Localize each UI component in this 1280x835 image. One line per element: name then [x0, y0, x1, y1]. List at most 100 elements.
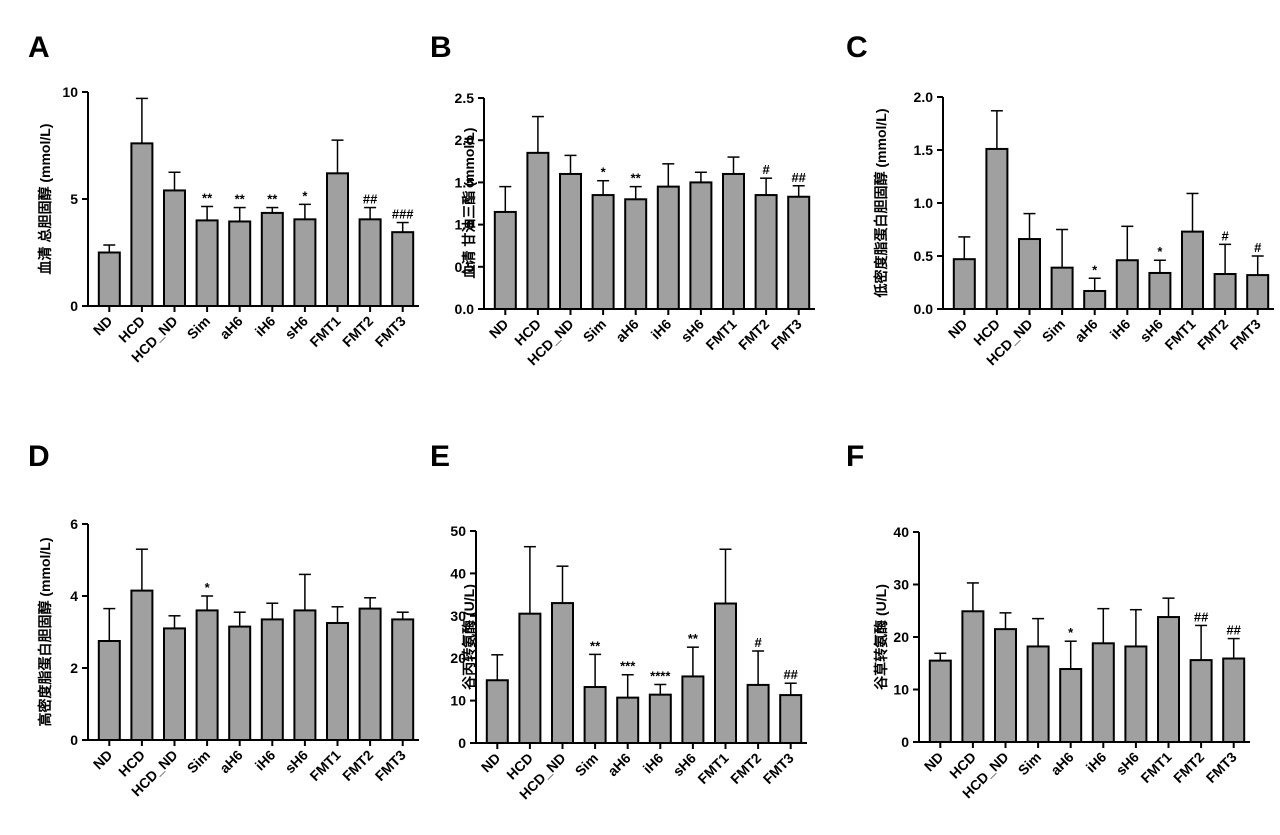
x-tick-label: FMT3 — [1227, 316, 1264, 353]
x-tick-label: FMT2 — [735, 316, 772, 353]
y-axis-label: 谷丙转氨酶 (U/L) — [461, 584, 477, 690]
bar-fmt2 — [754, 194, 778, 310]
significance-label: ## — [783, 667, 798, 682]
bar-hcd-nd — [559, 172, 582, 310]
bar-ah6 — [228, 625, 252, 741]
x-tick-label: FMT2 — [1170, 749, 1207, 786]
panel-letter: A — [28, 31, 50, 64]
bar-ah6 — [228, 220, 252, 307]
bar-fmt3 — [1222, 657, 1246, 744]
x-tick-label: aH6 — [216, 313, 246, 343]
significance-label: ### — [392, 207, 414, 222]
x-tick-label: ND — [486, 316, 512, 342]
bar-ih6 — [1091, 642, 1115, 743]
y-axis-label: 低密度脂蛋白胆固醇 (mmol/L) — [873, 109, 889, 299]
x-tick-label: FMT1 — [694, 750, 731, 787]
y-tick-label: 0.0 — [455, 301, 475, 317]
x-tick-label: iH6 — [1107, 316, 1134, 343]
x-tick-label: Sim — [580, 316, 609, 345]
bar-nd — [485, 679, 509, 744]
bar-nd — [97, 251, 121, 307]
y-tick-label: 2 — [70, 660, 78, 676]
bar-ah6 — [1083, 289, 1107, 311]
bar-ah6 — [1059, 668, 1083, 744]
bar-nd — [97, 640, 121, 741]
significance-label: * — [1157, 244, 1163, 259]
x-tick-label: FMT2 — [339, 747, 376, 784]
y-axis-label: 高密度脂蛋白胆固醇 (mmol/L) — [37, 538, 53, 727]
bar-sim — [591, 194, 615, 310]
bar-fmt3 — [1246, 274, 1270, 310]
x-tick-label: FMT2 — [727, 750, 764, 787]
y-tick-label: 10 — [62, 84, 78, 100]
y-tick-label: 4 — [70, 588, 78, 604]
bar-hcd — [526, 151, 550, 310]
y-tick-label: 1.0 — [455, 217, 475, 233]
x-tick-label: FMT2 — [1194, 316, 1231, 353]
bar-fmt1 — [326, 172, 349, 307]
significance-label: * — [205, 580, 211, 595]
bar-hcd-nd — [994, 628, 1017, 743]
bar-hcd — [961, 610, 985, 744]
bar-ih6 — [260, 618, 284, 742]
significance-label: ## — [363, 192, 378, 207]
y-tick-label: 20 — [893, 629, 909, 645]
bar-sh6 — [681, 675, 705, 745]
x-tick-label: Sim — [184, 313, 213, 342]
y-tick-label: 10 — [450, 693, 466, 709]
bar-hcd — [130, 142, 154, 307]
y-tick-label: 30 — [893, 577, 909, 593]
x-tick-label: FMT3 — [372, 747, 409, 784]
bar-fmt2 — [1213, 273, 1237, 310]
significance-label: *** — [620, 659, 636, 674]
bar-hcd — [985, 147, 1009, 310]
y-tick-label: 2.0 — [455, 132, 475, 148]
x-tick-label: iH6 — [640, 750, 667, 777]
y-tick-label: 40 — [893, 524, 909, 540]
significance-label: ** — [202, 190, 213, 205]
x-tick-label: ND — [90, 313, 116, 339]
bar-sh6 — [1124, 645, 1148, 744]
y-tick-label: 0 — [901, 734, 909, 750]
y-tick-label: 1.5 — [914, 142, 934, 158]
x-tick-label: Sim — [572, 750, 601, 779]
bar-hcd-nd — [551, 602, 574, 745]
bar-fmt3 — [391, 231, 415, 307]
bar-sim — [583, 686, 607, 744]
x-tick-label: FMT1 — [1137, 749, 1174, 786]
x-tick-label: FMT1 — [1161, 316, 1198, 353]
bar-fmt1 — [326, 622, 349, 741]
x-tick-label: ND — [921, 749, 947, 775]
bar-fmt2 — [358, 218, 382, 307]
bar-sh6 — [1148, 271, 1172, 310]
y-tick-label: 1.0 — [914, 195, 934, 211]
x-tick-label: Sim — [1015, 749, 1044, 778]
y-tick-label: 30 — [450, 608, 466, 624]
x-tick-label: Sim — [1039, 316, 1068, 345]
significance-label: # — [1254, 240, 1262, 255]
bar-sh6 — [293, 609, 317, 742]
bar-hcd-nd — [1018, 238, 1041, 310]
panel-b: B血清 甘油三酯 (mmol/L)0.00.51.01.52.02.5ND HCD… — [430, 31, 815, 368]
y-tick-label: 2.0 — [914, 89, 934, 105]
bar-ah6 — [624, 198, 648, 310]
x-tick-label: FMT3 — [760, 750, 797, 787]
y-axis-label: 血清 甘油三酯 (mmol/L) — [461, 128, 477, 279]
x-tick-label: ND — [478, 750, 504, 776]
bar-sim — [195, 219, 219, 307]
y-tick-label: 1.5 — [455, 174, 475, 190]
x-tick-label: FMT1 — [306, 747, 343, 784]
bar-fmt2 — [746, 683, 770, 744]
bar-fmt1 — [1181, 230, 1204, 310]
bar-fmt2 — [358, 607, 382, 741]
y-tick-label: 0.0 — [914, 301, 934, 317]
bar-sim — [1050, 266, 1074, 311]
significance-label: ** — [590, 638, 601, 653]
y-tick-label: 5 — [70, 191, 78, 207]
significance-label: * — [302, 188, 308, 203]
y-tick-label: 0.5 — [455, 259, 475, 275]
